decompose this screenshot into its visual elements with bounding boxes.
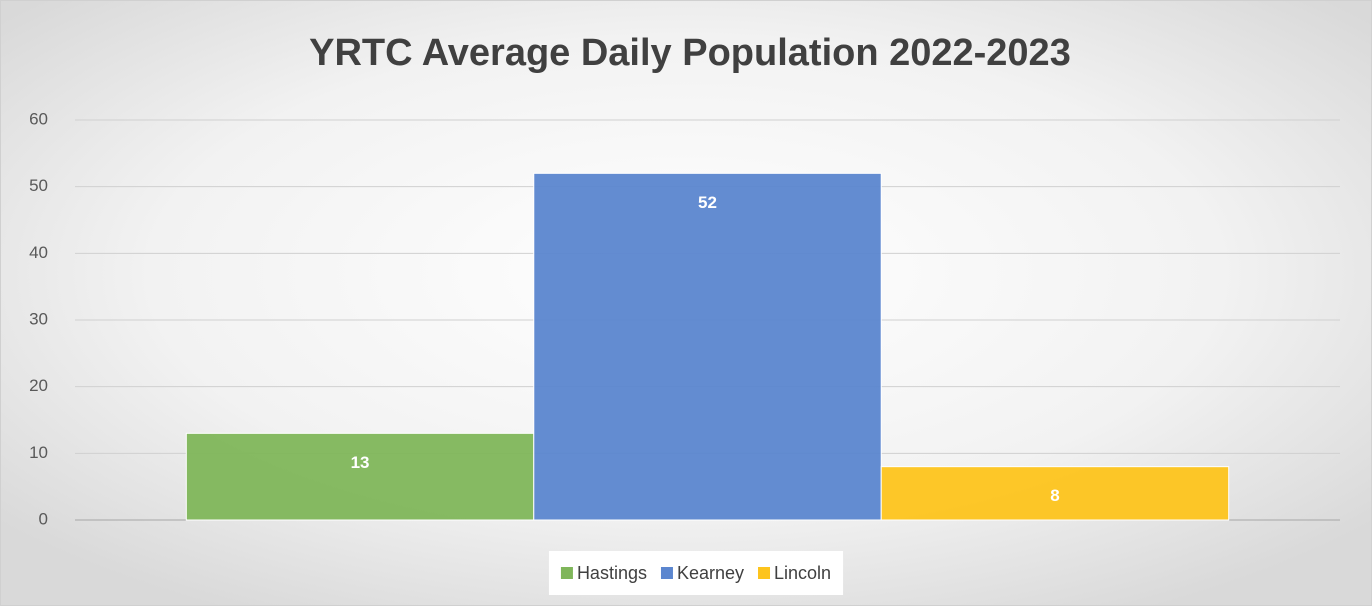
bar [880, 466, 1230, 521]
y-tick-label: 30 [29, 309, 48, 328]
legend-label: Lincoln [774, 563, 831, 583]
legend-box [548, 551, 844, 595]
chart-title: YRTC Average Daily Population 2022-2023 [309, 32, 1071, 74]
legend-swatch [758, 567, 771, 579]
y-tick-label: 60 [29, 109, 48, 128]
y-tick-label: 40 [29, 243, 48, 262]
legend-label: Hastings [577, 563, 647, 583]
value-label: 52 [698, 193, 717, 212]
y-tick-label: 20 [29, 376, 48, 395]
y-tick-label: 50 [29, 176, 48, 195]
bar [185, 432, 535, 521]
value-label: 13 [351, 453, 370, 472]
legend-label: Kearney [677, 563, 744, 583]
y-tick-label: 0 [39, 509, 48, 528]
legend-swatch [660, 567, 673, 579]
value-label: 8 [1050, 486, 1059, 505]
y-tick-label: 10 [29, 443, 48, 462]
bar [533, 172, 882, 521]
legend-swatch [560, 567, 573, 579]
